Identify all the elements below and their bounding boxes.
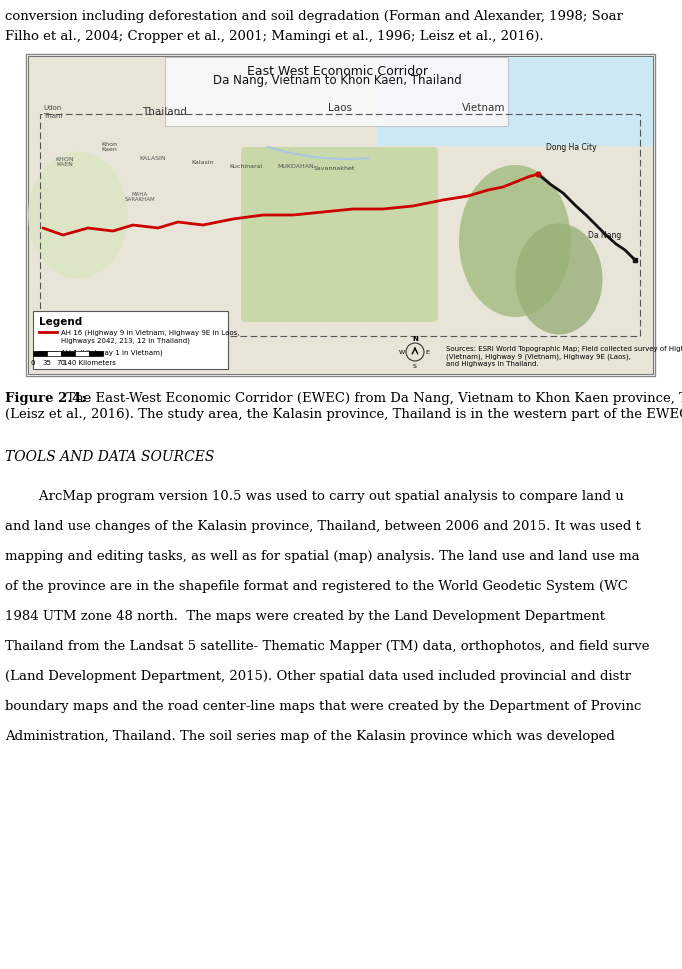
- Text: N: N: [412, 335, 418, 342]
- Text: Filho et al., 2004; Cropper et al., 2001; Mamingi et al., 1996; Leisz et al., 20: Filho et al., 2004; Cropper et al., 2001…: [5, 30, 544, 43]
- Text: Udon
Thani: Udon Thani: [43, 106, 63, 118]
- Bar: [61, 352, 75, 357]
- Ellipse shape: [516, 224, 602, 335]
- Text: Savannakhet: Savannakhet: [313, 167, 355, 172]
- Text: Kuchinarai: Kuchinarai: [229, 164, 263, 169]
- Text: KALASIN: KALASIN: [140, 156, 166, 161]
- Bar: [28, 57, 653, 375]
- Text: S: S: [413, 363, 417, 368]
- FancyArrowPatch shape: [267, 147, 368, 160]
- Text: Da Nang: Da Nang: [588, 232, 621, 240]
- Text: AH 1 (Highway 1 in Vietnam): AH 1 (Highway 1 in Vietnam): [61, 350, 162, 357]
- Text: Laos: Laos: [328, 103, 352, 112]
- Text: 70: 70: [57, 359, 65, 365]
- Text: Vietnam: Vietnam: [462, 103, 506, 112]
- Text: (Land Development Department, 2015). Other spatial data used included provincial: (Land Development Department, 2015). Oth…: [5, 670, 631, 682]
- Text: East West Economic Corridor: East West Economic Corridor: [247, 65, 428, 78]
- Text: AH 16 (Highway 9 in Vietnam, Highway 9E in Laos,: AH 16 (Highway 9 in Vietnam, Highway 9E …: [61, 329, 239, 336]
- Text: Administration, Thailand. The soil series map of the Kalasin province which was : Administration, Thailand. The soil serie…: [5, 730, 615, 742]
- Bar: [165, 58, 508, 127]
- Text: 1984 UTM zone 48 north.  The maps were created by the Land Development Departmen: 1984 UTM zone 48 north. The maps were cr…: [5, 610, 605, 622]
- Text: 35: 35: [42, 359, 51, 365]
- Text: Thailand: Thailand: [143, 107, 188, 117]
- Text: MUKDAHAN: MUKDAHAN: [278, 164, 314, 169]
- Ellipse shape: [28, 152, 128, 279]
- Ellipse shape: [459, 166, 571, 318]
- Text: of the province are in the shapefile format and registered to the World Geodetic: of the province are in the shapefile for…: [5, 579, 628, 592]
- Bar: [33, 312, 228, 369]
- Text: Kalasin: Kalasin: [192, 159, 214, 165]
- Text: Dong Ha City: Dong Ha City: [546, 142, 597, 151]
- Bar: [33, 352, 47, 357]
- Text: Highways 2042, 213, 12 in Thailand): Highways 2042, 213, 12 in Thailand): [61, 337, 190, 344]
- Text: 140 Kilometers: 140 Kilometers: [63, 359, 115, 365]
- Text: boundary maps and the road center-line maps that were created by the Department : boundary maps and the road center-line m…: [5, 700, 641, 712]
- Text: W: W: [399, 350, 405, 355]
- Text: MAHA
SARAKHAM: MAHA SARAKHAM: [125, 192, 155, 203]
- Bar: [40, 115, 640, 336]
- Text: Thailand from the Landsat 5 satellite- Thematic Mapper (TM) data, orthophotos, a: Thailand from the Landsat 5 satellite- T…: [5, 640, 649, 652]
- Text: The East-West Economic Corridor (EWEC) from Da Nang, Vietnam to Khon Kaen provin: The East-West Economic Corridor (EWEC) f…: [62, 391, 682, 405]
- Text: Figure 2.4:: Figure 2.4:: [5, 391, 87, 405]
- Bar: [75, 352, 89, 357]
- Text: Da Nang, Vietnam to Khon Kaen, Thailand: Da Nang, Vietnam to Khon Kaen, Thailand: [213, 75, 462, 87]
- Bar: [378, 58, 653, 147]
- Text: 0: 0: [31, 359, 35, 365]
- Text: Legend: Legend: [39, 317, 83, 327]
- Bar: [26, 55, 655, 377]
- Bar: [47, 352, 61, 357]
- Text: and land use changes of the Kalasin province, Thailand, between 2006 and 2015. I: and land use changes of the Kalasin prov…: [5, 519, 641, 532]
- Bar: [89, 352, 103, 357]
- Text: KHON
KAEN: KHON KAEN: [56, 156, 74, 168]
- Text: ArcMap program version 10.5 was used to carry out spatial analysis to compare la: ArcMap program version 10.5 was used to …: [5, 489, 624, 503]
- Text: Khon
Kaen: Khon Kaen: [101, 141, 117, 152]
- Text: (Leisz et al., 2016). The study area, the Kalasin province, Thailand is in the w: (Leisz et al., 2016). The study area, th…: [5, 408, 682, 421]
- Text: E: E: [425, 350, 429, 355]
- FancyBboxPatch shape: [241, 148, 438, 323]
- Text: conversion including deforestation and soil degradation (Forman and Alexander, 1: conversion including deforestation and s…: [5, 10, 623, 23]
- Text: Sources: ESRI World Topographic Map; Field collected survey of Highway 1
(Vietna: Sources: ESRI World Topographic Map; Fie…: [446, 346, 682, 366]
- Text: mapping and editing tasks, as well as for spatial (map) analysis. The land use a: mapping and editing tasks, as well as fo…: [5, 549, 640, 562]
- Text: TOOLS AND DATA SOURCES: TOOLS AND DATA SOURCES: [5, 450, 214, 463]
- Bar: [372, 57, 653, 146]
